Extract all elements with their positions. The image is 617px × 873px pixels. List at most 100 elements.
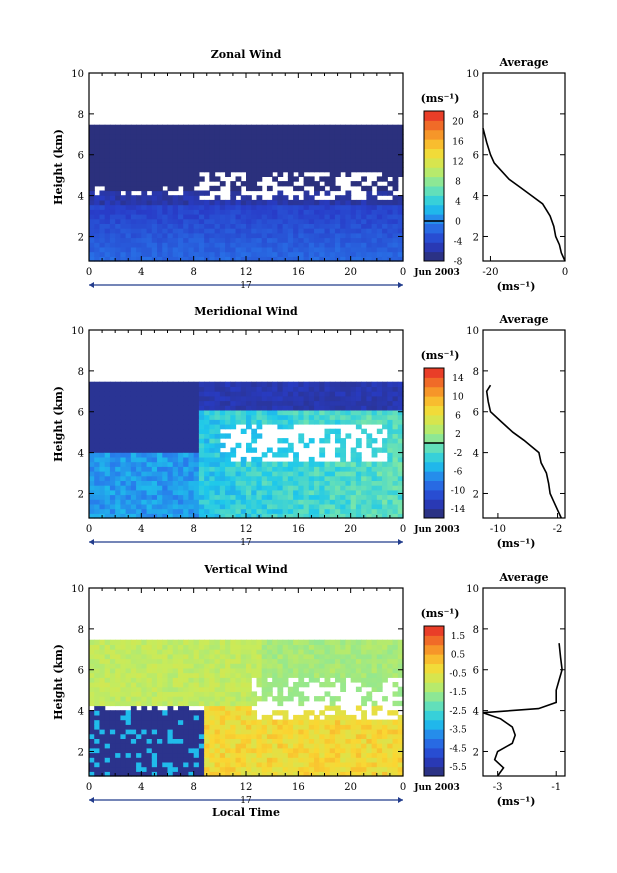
heatmap-cell: [298, 466, 305, 472]
heatmap-cell: [246, 700, 252, 707]
heatmap-cell: [261, 386, 268, 392]
heatmap-cell: [141, 409, 148, 416]
heatmap-cell: [183, 195, 190, 201]
heatmap-cell: [141, 771, 148, 777]
heatmap-cell: [219, 405, 226, 411]
heatmap-cell: [136, 209, 142, 215]
heatmap-cell: [251, 204, 258, 210]
heatmap-cell: [219, 719, 226, 725]
heatmap-cell: [246, 503, 252, 510]
heatmap-cell: [282, 218, 289, 224]
heatmap-cell: [261, 143, 268, 149]
heatmap-cell: [277, 644, 284, 650]
heatmap-cell: [214, 743, 221, 749]
heatmap-cell: [136, 771, 142, 777]
heatmap-cell: [303, 663, 310, 669]
heatmap-cell: [89, 228, 95, 234]
heatmap-cell: [225, 232, 231, 239]
heatmap-cell: [136, 649, 142, 655]
heatmap-cell: [89, 143, 95, 149]
heatmap-cell: [125, 682, 132, 688]
heatmap-cell: [366, 414, 373, 420]
heatmap-cell: [334, 400, 341, 406]
heatmap-cell: [266, 682, 273, 688]
heatmap-cell: [240, 386, 247, 392]
heatmap-cell: [172, 195, 179, 201]
heatmap-cell: [193, 663, 200, 669]
heatmap-cell: [251, 710, 258, 716]
heatmap-cell: [125, 409, 132, 416]
heatmap-cell: [162, 209, 169, 215]
heatmap-cell: [157, 508, 163, 514]
heatmap-cell: [319, 747, 326, 754]
heatmap-cell: [303, 176, 310, 182]
heatmap-cell: [209, 209, 216, 215]
heatmap-cell: [251, 658, 258, 664]
heatmap-cell: [308, 494, 315, 500]
heatmap-cell: [209, 456, 216, 463]
heatmap-cell: [329, 214, 336, 220]
heatmap-cell: [214, 405, 221, 411]
heatmap-cell: [376, 639, 383, 645]
heatmap-cell: [130, 428, 137, 434]
heatmap-cell: [324, 381, 331, 387]
heatmap-cell: [214, 218, 221, 224]
heatmap-cell: [109, 489, 116, 496]
heatmap-cell: [308, 658, 315, 664]
heatmap-cell: [125, 167, 132, 173]
heatmap-cell: [361, 232, 367, 239]
heatmap-cell: [308, 214, 315, 220]
heatmap-cell: [219, 143, 226, 149]
heatmap-cell: [219, 649, 226, 655]
heatmap-cell: [193, 242, 200, 248]
heatmap-cell: [94, 677, 101, 683]
heatmap-cell: [141, 700, 148, 707]
heatmap-cell: [246, 466, 252, 472]
heatmap-cell: [240, 405, 247, 411]
heatmap-cell: [193, 124, 200, 130]
heatmap-cell: [293, 503, 299, 510]
heatmap-cell: [251, 485, 258, 491]
y-tick-label: 4: [78, 192, 84, 203]
heatmap-cell: [188, 162, 195, 168]
heatmap-cell: [157, 471, 163, 477]
heatmap-cell: [225, 162, 231, 168]
heatmap-cell: [282, 752, 289, 758]
heatmap-cell: [261, 395, 268, 402]
heatmap-cell: [188, 653, 195, 660]
heatmap-cell: [308, 733, 315, 739]
heatmap-cell: [287, 129, 294, 135]
heatmap-cell: [89, 181, 95, 187]
heatmap-cell: [151, 705, 158, 711]
date-label: Jun 2003: [413, 268, 460, 278]
heatmap-cell: [272, 386, 278, 392]
heatmap-cell: [345, 494, 352, 500]
heatmap-cell: [376, 129, 383, 135]
heatmap-cell: [188, 447, 195, 453]
heatmap-cell: [172, 438, 179, 444]
heatmap-cell: [266, 148, 273, 154]
colorbar-unit: (ms⁻¹): [421, 92, 460, 105]
heatmap-cell: [198, 381, 205, 387]
heatmap-cell: [188, 405, 195, 411]
heatmap-cell: [167, 124, 174, 130]
heatmap-cell: [256, 419, 263, 425]
heatmap-cell: [214, 409, 221, 416]
heatmap-cell: [125, 724, 132, 730]
heatmap-cell: [303, 391, 310, 397]
heatmap-cell: [382, 176, 388, 182]
heatmap-cell: [193, 181, 200, 187]
heatmap-cell: [141, 724, 148, 730]
heatmap-cell: [314, 405, 320, 411]
heatmap-cell: [162, 424, 169, 430]
heatmap-cell: [125, 667, 132, 674]
heatmap-cell: [366, 649, 373, 655]
heatmap-cell: [151, 214, 158, 220]
x-tick-label: 16: [292, 267, 305, 278]
heatmap-cell: [157, 395, 163, 402]
heatmap-cell: [293, 134, 299, 140]
heatmap-cell: [277, 700, 284, 707]
heatmap-cell: [104, 508, 111, 514]
heatmap-cell: [282, 199, 289, 206]
